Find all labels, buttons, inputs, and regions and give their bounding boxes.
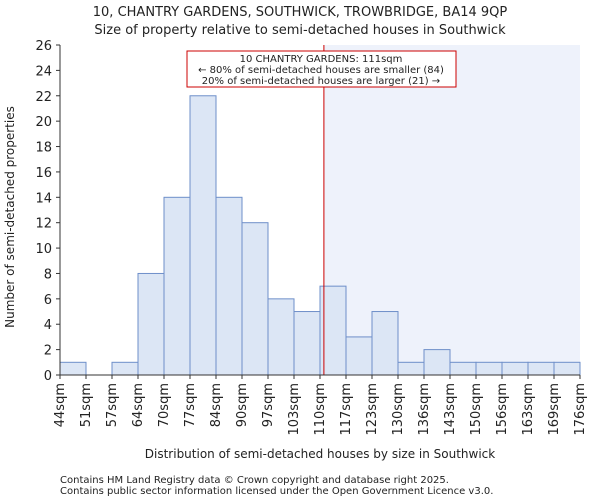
x-tick-label: 77sqm xyxy=(183,383,198,427)
bar xyxy=(59,361,87,376)
x-axis: 44sqm 51sqm 57sqm 64sqm 70sqm 77sqm 84sqm 90sqm… xyxy=(53,374,588,436)
footer-line-1: Contains HM Land Registry data © Crown c… xyxy=(60,475,449,486)
y-tick-label: 26 xyxy=(35,39,52,54)
y-tick-label: 2 xyxy=(44,344,52,359)
x-tick-label: 44sqm xyxy=(53,383,68,427)
y-tick-label: 22 xyxy=(35,90,52,105)
x-tick-label: 51sqm xyxy=(79,383,94,427)
y-tick-label: 12 xyxy=(35,217,52,232)
footer-line-2: Contains public sector information licen… xyxy=(60,486,493,497)
bar xyxy=(215,196,243,376)
x-tick-label: 90sqm xyxy=(235,383,250,427)
bar xyxy=(397,361,425,376)
bar xyxy=(553,361,581,376)
x-tick-label: 123sqm xyxy=(365,383,380,436)
bar xyxy=(501,361,529,376)
x-tick-label: 64sqm xyxy=(131,383,146,427)
x-tick-label: 110sqm xyxy=(313,383,328,436)
x-tick-label: 136sqm xyxy=(417,383,432,436)
bar xyxy=(449,361,477,376)
x-tick-label: 57sqm xyxy=(105,383,120,427)
x-tick-label: 70sqm xyxy=(157,383,172,427)
y-tick-label: 8 xyxy=(44,267,52,282)
x-tick-label: 143sqm xyxy=(443,383,458,436)
highlight-region xyxy=(323,45,580,375)
x-tick-label: 163sqm xyxy=(521,383,536,436)
annotation-line-3: 20% of semi-detached houses are larger (… xyxy=(202,76,440,87)
bar xyxy=(345,336,373,376)
bar xyxy=(241,222,269,376)
y-tick-label: 10 xyxy=(35,242,52,257)
x-tick-label: 84sqm xyxy=(209,383,224,427)
x-tick-label: 176sqm xyxy=(573,383,588,436)
bar xyxy=(527,361,555,376)
bar xyxy=(423,349,451,376)
y-tick-label: 20 xyxy=(35,115,52,130)
x-tick-label: 130sqm xyxy=(391,383,406,436)
y-tick-label: 24 xyxy=(35,64,52,79)
chart-subtitle: Size of property relative to semi-detach… xyxy=(94,23,506,38)
annotation-box: 10 CHANTRY GARDENS: 111sqm ← 80% of semi… xyxy=(186,50,457,88)
y-tick-label: 18 xyxy=(35,141,52,156)
x-tick-label: 117sqm xyxy=(339,383,354,436)
x-tick-label: 169sqm xyxy=(547,383,562,436)
x-tick-label: 103sqm xyxy=(287,383,302,436)
y-axis-label: Number of semi-detached properties xyxy=(3,106,17,328)
x-tick-label: 156sqm xyxy=(495,383,510,436)
bar xyxy=(111,361,139,376)
bar xyxy=(163,196,191,376)
x-axis-label: Distribution of semi-detached houses by … xyxy=(145,447,496,461)
x-tick-label: 150sqm xyxy=(469,383,484,436)
x-tick-label: 97sqm xyxy=(261,383,276,427)
bar xyxy=(293,311,321,376)
bar xyxy=(371,311,399,376)
bar xyxy=(189,95,217,376)
y-tick-label: 4 xyxy=(44,318,52,333)
annotation-line-2: ← 80% of semi-detached houses are smalle… xyxy=(198,65,444,76)
y-tick-label: 16 xyxy=(35,166,52,181)
y-tick-label: 14 xyxy=(35,191,52,206)
bar xyxy=(267,298,295,376)
y-tick-label: 6 xyxy=(44,293,52,308)
y-tick-label: 0 xyxy=(44,369,52,384)
bar xyxy=(137,272,165,376)
annotation-border xyxy=(186,50,457,88)
bar xyxy=(475,361,503,376)
annotation-line-1: 10 CHANTRY GARDENS: 111sqm xyxy=(240,54,403,65)
chart-title: 10, CHANTRY GARDENS, SOUTHWICK, TROWBRID… xyxy=(93,5,508,20)
